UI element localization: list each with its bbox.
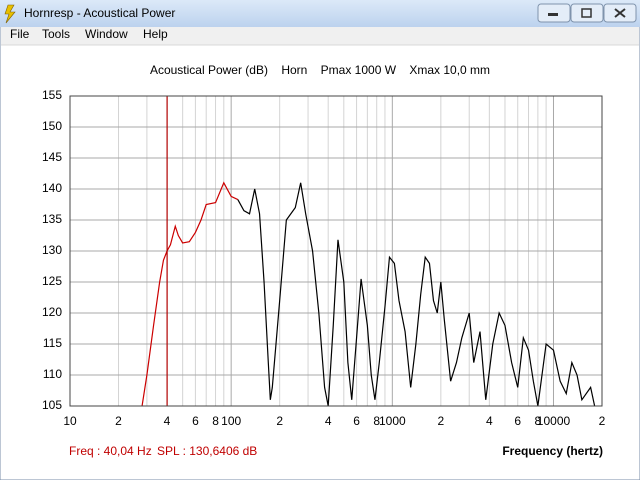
close-icon xyxy=(614,8,626,18)
cursor-frequency: Freq : 40,04 Hz xyxy=(69,444,152,458)
maximize-icon xyxy=(581,8,592,18)
x-tick-label: 8 xyxy=(212,414,219,428)
x-tick-label: 6 xyxy=(514,414,521,428)
menu-item[interactable]: Help xyxy=(143,27,168,41)
y-tick-label: 155 xyxy=(42,88,62,102)
x-tick-label: 1000 xyxy=(379,414,406,428)
x-tick-label: 2 xyxy=(437,414,444,428)
x-tick-label: 10000 xyxy=(537,414,571,428)
x-tick-label: 4 xyxy=(486,414,493,428)
x-tick-label: 8 xyxy=(535,414,542,428)
x-tick-label: 6 xyxy=(192,414,199,428)
maximize-button[interactable] xyxy=(570,3,604,23)
x-tick-label: 10 xyxy=(63,414,77,428)
x-tick-label: 100 xyxy=(221,414,241,428)
x-tick-label: 2 xyxy=(115,414,122,428)
x-tick-label: 2 xyxy=(276,414,283,428)
x-tick-label: 8 xyxy=(373,414,380,428)
y-tick-label: 140 xyxy=(42,181,62,195)
y-tick-label: 135 xyxy=(42,212,62,226)
title-bar xyxy=(0,0,640,27)
menu-item[interactable]: Tools xyxy=(42,27,70,41)
y-tick-label: 150 xyxy=(42,119,62,133)
cursor-spl: SPL : 130,6406 dB xyxy=(157,444,257,458)
y-tick-label: 105 xyxy=(42,398,62,412)
chart-title: Acoustical Power (dB) Horn Pmax 1000 W X… xyxy=(150,63,490,77)
app-icon xyxy=(4,4,16,24)
x-tick-label: 4 xyxy=(164,414,171,428)
x-tick-label: 4 xyxy=(325,414,332,428)
minimize-icon xyxy=(548,13,558,16)
y-tick-label: 125 xyxy=(42,274,62,288)
menu-item[interactable]: File xyxy=(10,27,30,41)
y-tick-label: 115 xyxy=(43,336,62,350)
window-title: Hornresp - Acoustical Power xyxy=(24,6,175,20)
response-curve xyxy=(141,181,239,407)
y-tick-label: 145 xyxy=(42,150,62,164)
x-tick-label: 6 xyxy=(353,414,360,428)
x-axis-label: Frequency (hertz) xyxy=(502,444,603,458)
menu-bar xyxy=(1,27,639,45)
y-tick-label: 130 xyxy=(42,243,62,257)
y-tick-label: 110 xyxy=(43,367,62,381)
menu-item[interactable]: Window xyxy=(85,27,128,41)
y-tick-label: 120 xyxy=(42,305,62,319)
plot-border xyxy=(69,95,603,407)
x-tick-label: 2 xyxy=(599,414,606,428)
response-curve xyxy=(237,182,596,407)
